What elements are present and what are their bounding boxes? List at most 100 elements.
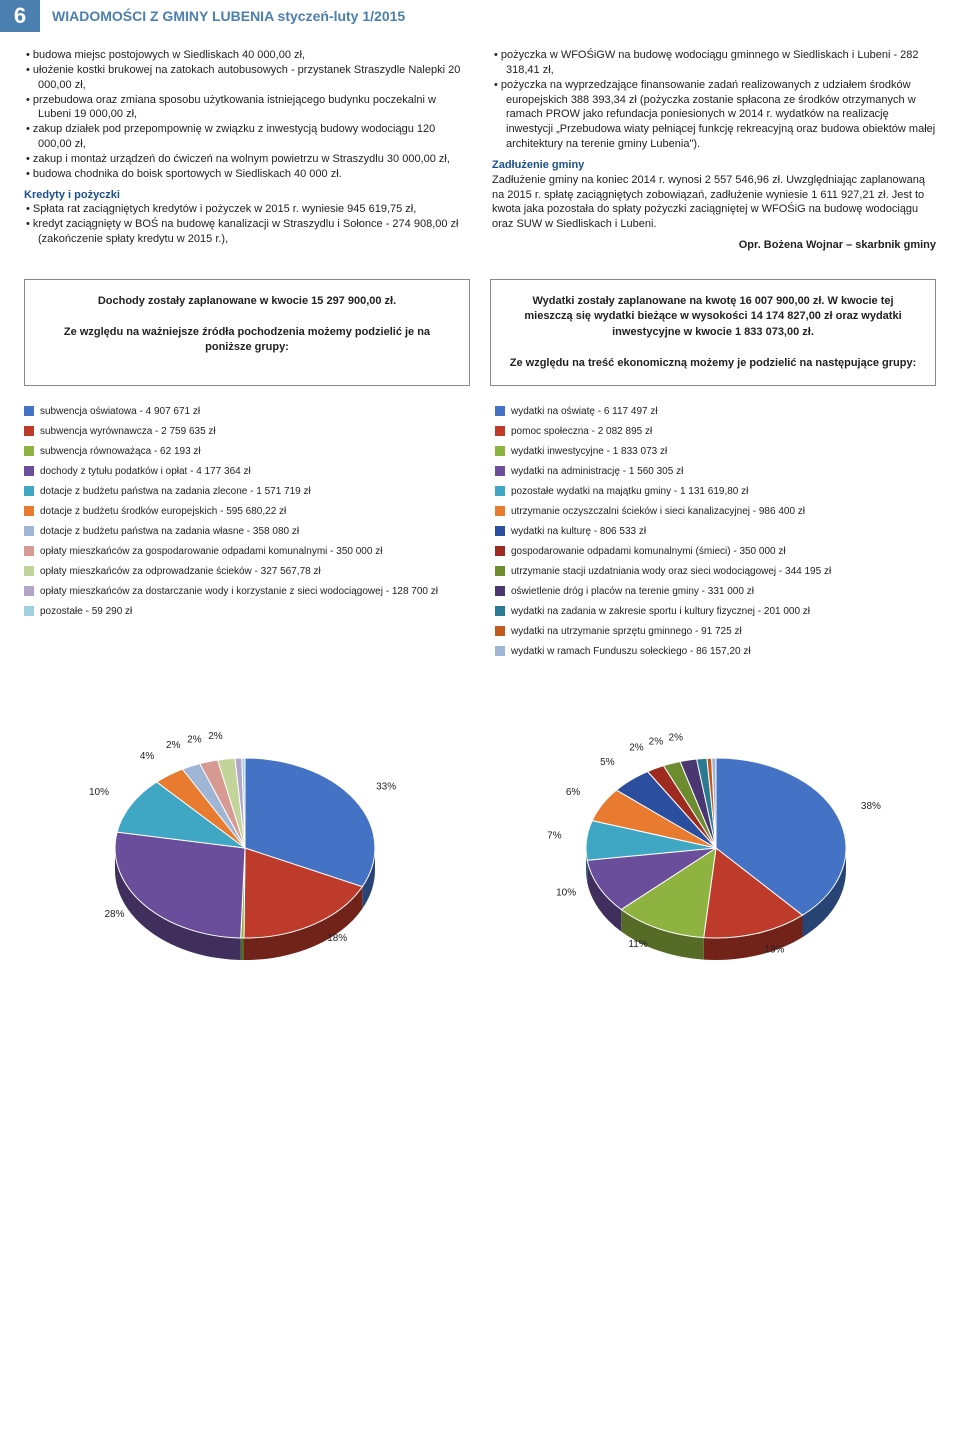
expense-box-line1: Wydatki zostały zaplanowane na kwotę 16 … [509, 294, 917, 340]
legend-swatch [24, 606, 34, 616]
page-header: 6 WIADOMOŚCI Z GMINY LUBENIA styczeń-lut… [0, 0, 960, 32]
pie-label: 7% [547, 831, 562, 842]
list-item: pożyczka w WFOŚiGW na budowę wodociągu g… [506, 48, 936, 78]
income-box-line1: Dochody zostały zaplanowane w kwocie 15 … [43, 294, 451, 309]
legend-swatch [495, 606, 505, 616]
pie-label: 13% [764, 944, 784, 955]
left-bullets-2: Spłata rat zaciągniętych kredytów i poży… [24, 202, 468, 247]
expense-pie-chart: 38%13%11%10%7%6%5%2%2%2% [495, 678, 936, 1008]
pie-label: 2% [166, 740, 181, 751]
legend-item: wydatki na administrację - 1 560 305 zł [495, 462, 936, 482]
legend-swatch [24, 586, 34, 596]
pie-label: 6% [565, 787, 580, 798]
signature: Opr. Bożena Wojnar – skarbnik gminy [492, 238, 936, 253]
legend-item: dotacje z budżetu państwa na zadania wła… [24, 522, 465, 542]
pie-label: 2% [648, 737, 663, 748]
list-item: zakup i montaż urządzeń do ćwiczeń na wo… [38, 152, 468, 167]
pie-label: 38% [860, 801, 880, 812]
expense-box: Wydatki zostały zaplanowane na kwotę 16 … [490, 279, 936, 386]
legend-item: wydatki na utrzymanie sprzętu gminnego -… [495, 622, 936, 642]
expense-legend: wydatki na oświatę - 6 117 497 złpomoc s… [495, 402, 936, 662]
legend-swatch [495, 406, 505, 416]
legend-item: utrzymanie oczyszczalni ścieków i sieci … [495, 502, 936, 522]
legend-item: wydatki w ramach Funduszu sołeckiego - 8… [495, 642, 936, 662]
right-column: pożyczka w WFOŚiGW na budowę wodociągu g… [492, 48, 936, 253]
legend-swatch [24, 506, 34, 516]
left-bullets: budowa miejsc postojowych w Siedliskach … [24, 48, 468, 182]
income-box: Dochody zostały zaplanowane w kwocie 15 … [24, 279, 470, 386]
legend-item: wydatki inwestycyjne - 1 833 073 zł [495, 442, 936, 462]
legend-item: subwencja oświatowa - 4 907 671 zł [24, 402, 465, 422]
charts-row: 33% 18% 28% 10% 4% 2% 2% 2% 38% 13% 11% 10% 7% 6% 5% 2… [0, 662, 960, 1028]
page-number: 6 [0, 0, 40, 32]
zadluzenie-para: Zadłużenie gminy na koniec 2014 r. wynos… [492, 173, 936, 232]
list-item: ułożenie kostki brukowej na zatokach aut… [38, 63, 468, 93]
legend-swatch [24, 486, 34, 496]
legend-swatch [495, 566, 505, 576]
pie-label: 33% [376, 781, 396, 792]
pie-label: 10% [88, 787, 108, 798]
list-item: pożyczka na wyprzedzające finansowanie z… [506, 78, 936, 152]
legend-item: dochody z tytułu podatków i opłat - 4 17… [24, 462, 465, 482]
legend-item: opłaty mieszkańców za odprowadzanie ście… [24, 562, 465, 582]
legend-swatch [495, 466, 505, 476]
pie-label: 4% [139, 751, 154, 762]
legend-item: wydatki na kulturę - 806 533 zł [495, 522, 936, 542]
legend-item: pozostałe - 59 290 zł [24, 602, 465, 622]
pie-label: 2% [208, 731, 223, 742]
list-item: przebudowa oraz zmiana sposobu użytkowan… [38, 93, 468, 123]
legend-item: subwencja wyrównawcza - 2 759 635 zł [24, 422, 465, 442]
legend-swatch [495, 426, 505, 436]
legend-swatch [495, 546, 505, 556]
legend-swatch [495, 586, 505, 596]
legend-swatch [495, 486, 505, 496]
legend-swatch [24, 406, 34, 416]
pie-label: 2% [629, 743, 644, 754]
legend-swatch [24, 526, 34, 536]
legend-swatch [495, 506, 505, 516]
legends-row: subwencja oświatowa - 4 907 671 złsubwen… [0, 386, 960, 662]
legend-item: pozostałe wydatki na majątku gminy - 1 1… [495, 482, 936, 502]
income-box-line2: Ze względu na ważniejsze źródła pochodze… [43, 325, 451, 356]
legend-swatch [495, 526, 505, 536]
pie-label: 28% [104, 909, 124, 920]
legend-item: utrzymanie stacji uzdatniania wody oraz … [495, 562, 936, 582]
legend-item: subwencja równoważąca - 62 193 zł [24, 442, 465, 462]
zadluzenie-heading: Zadłużenie gminy [492, 158, 936, 173]
income-pie-chart: 33% 18% 28% 10% 4% 2% 2% 2% [24, 678, 465, 1008]
legend-item: oświetlenie dróg i placów na terenie gmi… [495, 582, 936, 602]
legend-swatch [24, 546, 34, 556]
legend-item: opłaty mieszkańców za gospodarowanie odp… [24, 542, 465, 562]
expense-box-line2: Ze względu na treść ekonomiczną możemy j… [509, 356, 917, 371]
legend-item: dotacje z budżetu środków europejskich -… [24, 502, 465, 522]
legend-swatch [24, 466, 34, 476]
summary-boxes: Dochody zostały zaplanowane w kwocie 15 … [0, 279, 960, 386]
pie-label: 5% [600, 757, 615, 768]
kredyty-heading: Kredyty i pożyczki [24, 188, 468, 203]
legend-swatch [495, 446, 505, 456]
legend-item: dotacje z budżetu państwa na zadania zle… [24, 482, 465, 502]
legend-swatch [495, 646, 505, 656]
legend-swatch [495, 626, 505, 636]
header-title: WIADOMOŚCI Z GMINY LUBENIA styczeń-luty … [40, 0, 960, 32]
pie-label: 2% [668, 732, 683, 743]
right-bullets: pożyczka w WFOŚiGW na budowę wodociągu g… [492, 48, 936, 152]
legend-item: wydatki na oświatę - 6 117 497 zł [495, 402, 936, 422]
list-item: budowa miejsc postojowych w Siedliskach … [38, 48, 468, 63]
income-legend: subwencja oświatowa - 4 907 671 złsubwen… [24, 402, 465, 662]
legend-item: opłaty mieszkańców za dostarczanie wody … [24, 582, 465, 602]
pie-slice [115, 832, 245, 938]
list-item: kredyt zaciągnięty w BOŚ na budowę kanal… [38, 217, 468, 247]
list-item: Spłata rat zaciągniętych kredytów i poży… [38, 202, 468, 217]
legend-item: wydatki na zadania w zakresie sportu i k… [495, 602, 936, 622]
left-column: budowa miejsc postojowych w Siedliskach … [24, 48, 468, 253]
legend-swatch [24, 426, 34, 436]
legend-item: gospodarowanie odpadami komunalnymi (śmi… [495, 542, 936, 562]
pie-label: 18% [327, 933, 347, 944]
pie-label: 11% [628, 939, 647, 950]
pie-label: 2% [187, 734, 202, 745]
legend-swatch [24, 446, 34, 456]
list-item: zakup działek pod przepompownię w związk… [38, 122, 468, 152]
legend-item: pomoc społeczna - 2 082 895 zł [495, 422, 936, 442]
list-item: budowa chodnika do boisk sportowych w Si… [38, 167, 468, 182]
